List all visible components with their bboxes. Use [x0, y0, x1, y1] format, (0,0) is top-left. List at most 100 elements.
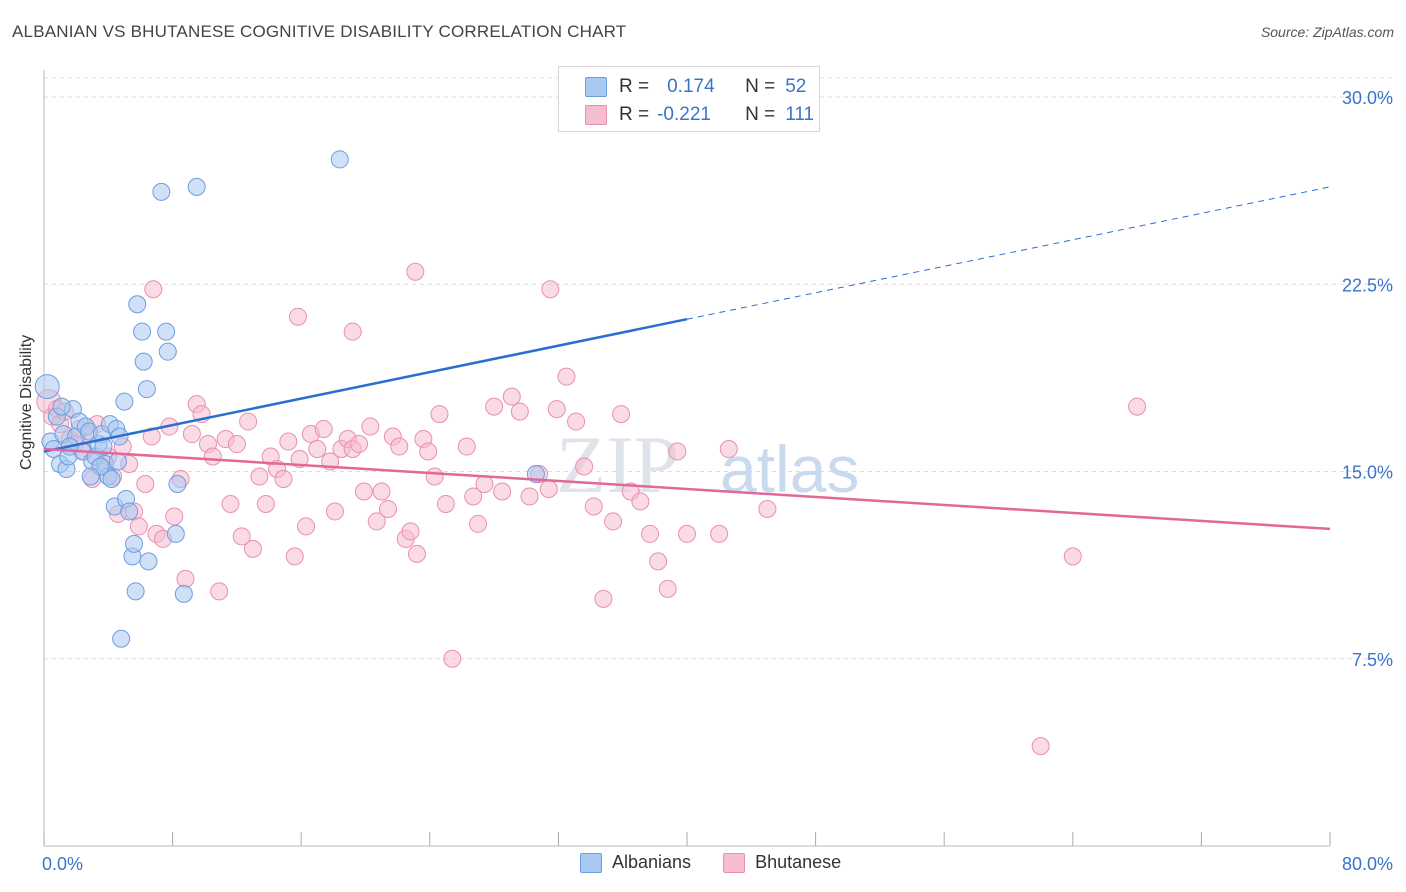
bhutanese-point	[239, 412, 258, 431]
bhutanese-point	[129, 517, 148, 536]
bhutanese-point	[443, 649, 462, 668]
bhutanese-point	[325, 502, 344, 521]
bhutanese-point	[279, 432, 298, 451]
bhutanese-point	[390, 437, 409, 456]
albanians-point	[152, 182, 171, 201]
bhutanese-point	[567, 412, 586, 431]
bhutanese-point	[144, 280, 163, 299]
bhutanese-point	[227, 435, 246, 454]
bhutanese-point	[520, 487, 539, 506]
albanians-point	[128, 295, 147, 314]
bhutanese-point	[232, 527, 251, 546]
bhutanese-point	[308, 440, 327, 459]
albanians-point	[115, 392, 134, 411]
albanian-points	[34, 150, 545, 648]
bhutanese-point	[256, 494, 275, 513]
bhutanese-point	[176, 569, 195, 588]
bhutanese-point	[182, 425, 201, 444]
y-tick-label: 7.5%	[1352, 650, 1393, 670]
albanians-point	[108, 452, 127, 471]
tick-labels: 7.5% 15.0% 22.5% 30.0% 0.0% 80.0%	[42, 88, 1393, 874]
bhutanese-point	[604, 512, 623, 531]
trend-lines	[43, 186, 1331, 531]
bhutanese-point	[658, 579, 677, 598]
bhutanese-point	[649, 552, 668, 571]
bhutanese-point	[406, 262, 425, 281]
bhutanese-points	[36, 262, 1147, 756]
bhutanese-point	[288, 307, 307, 326]
albanians-point	[174, 584, 193, 603]
legend-n-value: 52	[785, 76, 807, 97]
bhutanese-point	[297, 517, 316, 536]
bhutanese-point	[419, 442, 438, 461]
bhutanese-point	[594, 589, 613, 608]
bhutanese-point	[165, 507, 184, 526]
bhutanese-point	[758, 499, 777, 518]
bhutanese-point	[354, 482, 373, 501]
legend-r-value: 0.174	[667, 76, 715, 97]
legend-r-label: R =	[619, 104, 650, 125]
albanians-point	[126, 582, 145, 601]
legend-r-value: -0.221	[657, 104, 711, 125]
albanians-swatch-icon	[580, 852, 602, 873]
source-label: Source: ZipAtlas.com	[1260, 24, 1394, 40]
y-tick-label: 22.5%	[1342, 275, 1393, 295]
albanians-point	[125, 534, 144, 553]
albanians-point	[102, 469, 121, 488]
bhutanese-point	[407, 544, 426, 563]
albanians-point	[157, 322, 176, 341]
albanians-point	[166, 524, 185, 543]
legend-n-value: 111	[785, 104, 815, 125]
albanians-point	[81, 467, 100, 486]
bhutanese-trend-line	[43, 447, 1331, 531]
y-tick-label: 15.0%	[1342, 463, 1393, 483]
albanians-trend-extension	[686, 186, 1331, 320]
bhutanese-point	[361, 417, 380, 436]
legend-albanians: Albanians	[612, 852, 692, 872]
bhutanese-point	[493, 482, 512, 501]
bhutanese-point	[401, 522, 420, 541]
chart-title: ALBANIAN VS BHUTANESE COGNITIVE DISABILI…	[12, 22, 627, 41]
bhutanese-point	[203, 447, 222, 466]
albanians-point	[34, 374, 60, 400]
albanians-trend-line	[43, 317, 688, 453]
bhutanese-point	[1031, 737, 1050, 756]
bhutanese-point	[210, 582, 229, 601]
legend-row-albanians: R = 0.174 N = 52	[559, 73, 806, 101]
y-axis-label: Cognitive Disability	[18, 334, 35, 470]
bhutanese-point	[719, 440, 738, 459]
bhutanese-point	[502, 387, 521, 406]
bhutanese-point	[678, 524, 696, 543]
bhutanese-point	[464, 487, 483, 506]
bhutanese-point	[436, 494, 455, 513]
bhutanese-point	[221, 494, 240, 513]
legend-r-label: R =	[619, 76, 650, 97]
bhutanese-point	[343, 322, 362, 341]
bhutanese-point	[584, 497, 603, 516]
bhutanese-point	[710, 524, 729, 543]
bhutanese-point	[285, 547, 304, 566]
albanians-point	[330, 150, 349, 169]
series-legend: Albanians Bhutanese	[580, 852, 841, 873]
bhutanese-point	[485, 397, 504, 416]
pink-swatch-icon	[585, 105, 607, 125]
bhutanese-point	[557, 367, 576, 386]
watermark: ZIP atlas	[556, 419, 859, 510]
albanians-point	[52, 397, 71, 416]
legend-n-label: N =	[745, 104, 776, 125]
bhutanese-point	[1063, 547, 1082, 566]
albanians-point	[120, 502, 139, 521]
x-tick-label-max: 80.0%	[1342, 854, 1393, 874]
bhutanese-point	[367, 512, 386, 531]
bhutanese-point	[475, 474, 494, 493]
correlation-legend: R = 0.174 N = 52 R = -0.221 N = 111	[558, 66, 820, 132]
albanians-point	[112, 629, 131, 648]
bhutanese-point	[379, 499, 398, 518]
bhutanese-point	[243, 539, 262, 558]
legend-bhutanese: Bhutanese	[755, 852, 842, 872]
bhutanese-point	[290, 450, 309, 469]
bhutanese-point	[457, 437, 476, 456]
bhutanese-point	[350, 435, 369, 454]
bhutanese-point	[575, 457, 594, 476]
legend-row-bhutanese: R = -0.221 N = 111	[559, 101, 814, 129]
